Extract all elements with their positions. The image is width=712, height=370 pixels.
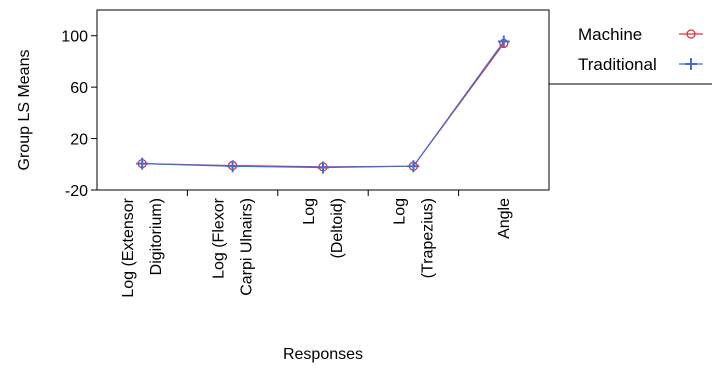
y-tick-label: -20 bbox=[65, 183, 88, 200]
data-point-traditional bbox=[136, 157, 149, 170]
y-tick-label: 60 bbox=[70, 80, 88, 97]
x-tick-label: Carpi Ulnairs) bbox=[239, 198, 256, 296]
x-tick-label: Log (Extensor bbox=[120, 197, 137, 297]
data-point-traditional bbox=[497, 35, 510, 48]
y-tick-label: 20 bbox=[70, 132, 88, 149]
legend-label-traditional: Traditional bbox=[578, 55, 657, 74]
x-tick-label: Digitorium) bbox=[148, 198, 165, 275]
series-line-machine bbox=[142, 43, 505, 168]
legend-marker-traditional bbox=[679, 58, 703, 70]
plot-frame bbox=[96, 9, 550, 191]
legend-marker-machine bbox=[679, 29, 703, 39]
legend-label-machine: Machine bbox=[578, 25, 642, 44]
x-tick-label: (Deltoid) bbox=[329, 198, 346, 258]
data-point-traditional bbox=[407, 160, 420, 173]
y-axis: -20 20 60 100 bbox=[61, 29, 97, 200]
x-tick-label: (Trapezius) bbox=[419, 198, 436, 278]
x-axis-title: Responses bbox=[283, 346, 363, 363]
data-point-traditional bbox=[226, 160, 239, 173]
x-tick-label: Log (Flexor bbox=[211, 197, 228, 279]
x-tick-label: Log bbox=[301, 198, 318, 225]
y-tick-label: 100 bbox=[61, 29, 88, 46]
series-layer bbox=[136, 35, 510, 174]
y-axis-title: Group LS Means bbox=[16, 50, 33, 171]
legend-marker-circle-icon bbox=[686, 29, 696, 39]
x-tick-label: Angle bbox=[496, 198, 513, 239]
x-tick-label: Log bbox=[391, 198, 408, 225]
series-line-traditional bbox=[142, 41, 505, 169]
legend-marker-plus-icon bbox=[685, 58, 697, 70]
data-point-traditional bbox=[317, 161, 329, 174]
legend: Machine Traditional bbox=[548, 10, 712, 85]
x-axis: Log (Extensor Digitorium) Log (Flexor Carpi… bbox=[120, 190, 513, 298]
